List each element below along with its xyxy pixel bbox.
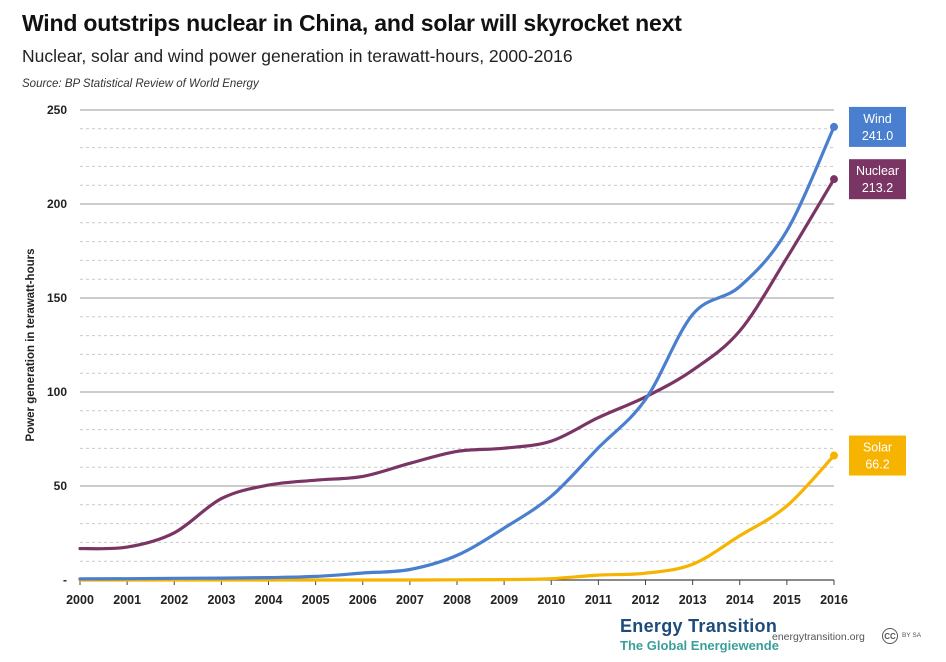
- wind-series-name: Wind: [863, 112, 892, 126]
- chart-subtitle: Nuclear, solar and wind power generation…: [22, 46, 573, 66]
- brand-tagline: The Global Energiewende: [620, 638, 779, 653]
- y-tick-label: 250: [47, 103, 67, 117]
- wind-end-point: [830, 122, 838, 131]
- nuclear-series-name: Nuclear: [856, 164, 899, 178]
- solar-end-label-box: [849, 435, 906, 476]
- y-tick-label: 150: [47, 291, 67, 305]
- x-tick-label: 2011: [585, 593, 612, 607]
- nuclear-end-label-box: [849, 159, 906, 200]
- x-tick-label: 2007: [396, 593, 424, 607]
- y-tick-label: 50: [54, 479, 68, 493]
- x-tick-label: 2003: [207, 593, 235, 607]
- nuclear-line: [78, 177, 836, 551]
- solar-series-name: Solar: [863, 441, 892, 455]
- x-tick-label: 2015: [773, 593, 801, 607]
- y-tick-label: 200: [47, 197, 67, 211]
- energy-transition-logo: Energy Transition The Global Energiewend…: [620, 616, 779, 653]
- wind-line: [78, 125, 836, 581]
- x-tick-label: 2001: [113, 593, 141, 607]
- x-tick-label: 2010: [537, 593, 565, 607]
- chart-source: Source: BP Statistical Review of World E…: [22, 78, 259, 90]
- x-tick-label: 2002: [160, 593, 188, 607]
- solar-end-value: 66.2: [865, 458, 889, 472]
- y-tick-label: 100: [47, 385, 67, 399]
- wind-end-value: 241.0: [862, 129, 893, 143]
- x-tick-label: 2004: [255, 593, 283, 607]
- x-tick-label: 2012: [632, 593, 660, 607]
- x-tick-label: 2014: [726, 593, 754, 607]
- x-tick-label: 2005: [302, 593, 330, 607]
- brand-name: Energy Transition: [620, 616, 778, 636]
- x-tick-label: 2013: [679, 593, 707, 607]
- chart-title: Wind outstrips nuclear in China, and sol…: [22, 10, 682, 36]
- wind-end-label-box: [849, 106, 906, 147]
- y-axis-label: Power generation in terawatt-hours: [25, 249, 37, 442]
- x-tick-label: 2006: [349, 593, 377, 607]
- solar-line: [78, 453, 836, 582]
- creative-commons-icon: CC: [882, 628, 898, 644]
- y-tick-label: -: [63, 573, 67, 587]
- solar-end-point: [830, 451, 838, 460]
- x-tick-label: 2000: [66, 593, 94, 607]
- x-tick-label: 2016: [820, 593, 848, 607]
- x-tick-label: 2008: [443, 593, 471, 607]
- license-label: BY SA: [902, 632, 922, 639]
- x-tick-label: 2009: [490, 593, 518, 607]
- nuclear-end-value: 213.2: [862, 181, 893, 195]
- nuclear-end-point: [830, 175, 838, 184]
- brand-url: energytransition.org: [772, 631, 865, 643]
